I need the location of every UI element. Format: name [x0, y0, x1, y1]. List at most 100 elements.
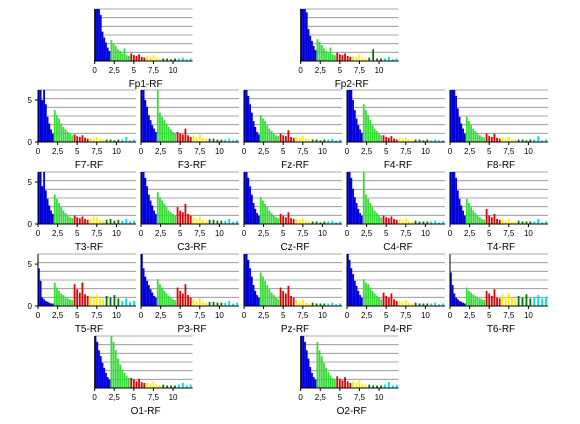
bar — [143, 382, 146, 388]
bar — [161, 200, 164, 224]
bar — [472, 294, 475, 306]
bar — [39, 90, 42, 142]
bar — [154, 213, 157, 224]
panel-title: C3-RF — [177, 242, 206, 253]
bar — [202, 137, 204, 142]
bar — [113, 295, 116, 306]
x-tick-label: 7,5 — [400, 147, 412, 156]
bar — [453, 293, 456, 306]
bar — [355, 118, 358, 142]
bar — [422, 140, 425, 142]
x-tick-label: 10 — [318, 147, 327, 156]
x-tick-label: 2,5 — [155, 311, 167, 320]
bar — [284, 217, 287, 224]
bar — [58, 290, 61, 306]
bar — [358, 379, 361, 388]
bar — [62, 295, 65, 306]
bar — [73, 215, 76, 224]
bar — [320, 45, 323, 61]
bar — [504, 138, 507, 142]
bar — [327, 139, 330, 142]
bar — [268, 128, 271, 142]
bar — [138, 54, 140, 61]
bar — [385, 136, 388, 142]
bar — [325, 367, 328, 388]
bar — [151, 125, 154, 142]
x-tick-label: 10 — [524, 147, 533, 156]
bar — [353, 280, 356, 306]
bar — [329, 47, 332, 61]
bar — [411, 303, 413, 306]
bar — [287, 285, 290, 306]
bar — [504, 220, 507, 224]
bar — [81, 135, 84, 142]
bar — [488, 293, 491, 306]
bar — [384, 384, 386, 388]
bar — [56, 198, 58, 224]
bar — [99, 356, 102, 388]
bar — [398, 300, 401, 306]
panel-cz-rf: 0 2,5 5 7,5 10 Cz-RF — [242, 171, 342, 253]
bar — [146, 106, 148, 142]
bar — [106, 377, 109, 388]
bar — [349, 56, 352, 61]
bar — [105, 295, 108, 306]
bar — [355, 56, 358, 61]
x-tick-label: 2,5 — [258, 147, 270, 156]
bar — [99, 298, 101, 306]
bar — [298, 219, 301, 224]
bar — [247, 177, 250, 224]
bar — [453, 172, 456, 224]
bar — [414, 302, 417, 306]
bar — [371, 125, 374, 142]
bar — [69, 299, 71, 306]
bar — [451, 285, 454, 306]
bar — [341, 55, 344, 61]
bar — [51, 213, 54, 224]
bar — [282, 215, 285, 224]
x-tick-label: 0 — [242, 229, 247, 238]
bar — [208, 138, 211, 142]
bar — [125, 218, 128, 224]
bar — [250, 112, 253, 142]
bar — [220, 220, 223, 224]
bar — [76, 289, 79, 306]
bar — [380, 385, 382, 388]
bar — [529, 139, 532, 142]
bar — [378, 297, 380, 306]
bar — [224, 220, 227, 224]
bar — [460, 123, 463, 142]
bar — [367, 115, 370, 142]
bar — [256, 213, 258, 224]
x-tick-label: 2,5 — [464, 229, 476, 238]
bar — [146, 186, 148, 224]
bar — [282, 290, 285, 306]
bar — [151, 292, 154, 306]
x-tick-label: 2,5 — [155, 229, 167, 238]
bar — [135, 381, 138, 388]
x-tick-label: 2,5 — [361, 147, 373, 156]
bar — [460, 205, 463, 224]
panel-title: T5-RF — [75, 324, 103, 335]
bar — [305, 350, 308, 388]
bar — [102, 139, 104, 142]
bar — [99, 14, 102, 61]
bar — [315, 221, 318, 224]
bar — [352, 381, 355, 388]
bar — [451, 90, 454, 142]
bar — [387, 56, 390, 61]
bar — [352, 188, 354, 224]
bar — [346, 381, 349, 388]
bar — [308, 303, 310, 306]
bar — [189, 384, 192, 388]
bar — [46, 301, 49, 306]
bar — [292, 218, 295, 224]
bar — [498, 219, 501, 224]
y-tick-label: 5 — [28, 178, 33, 187]
x-tick-label: 5 — [75, 147, 80, 156]
bar — [298, 301, 301, 306]
bar — [149, 289, 152, 306]
bar — [395, 58, 398, 61]
bar — [414, 139, 417, 142]
bar — [132, 55, 135, 61]
